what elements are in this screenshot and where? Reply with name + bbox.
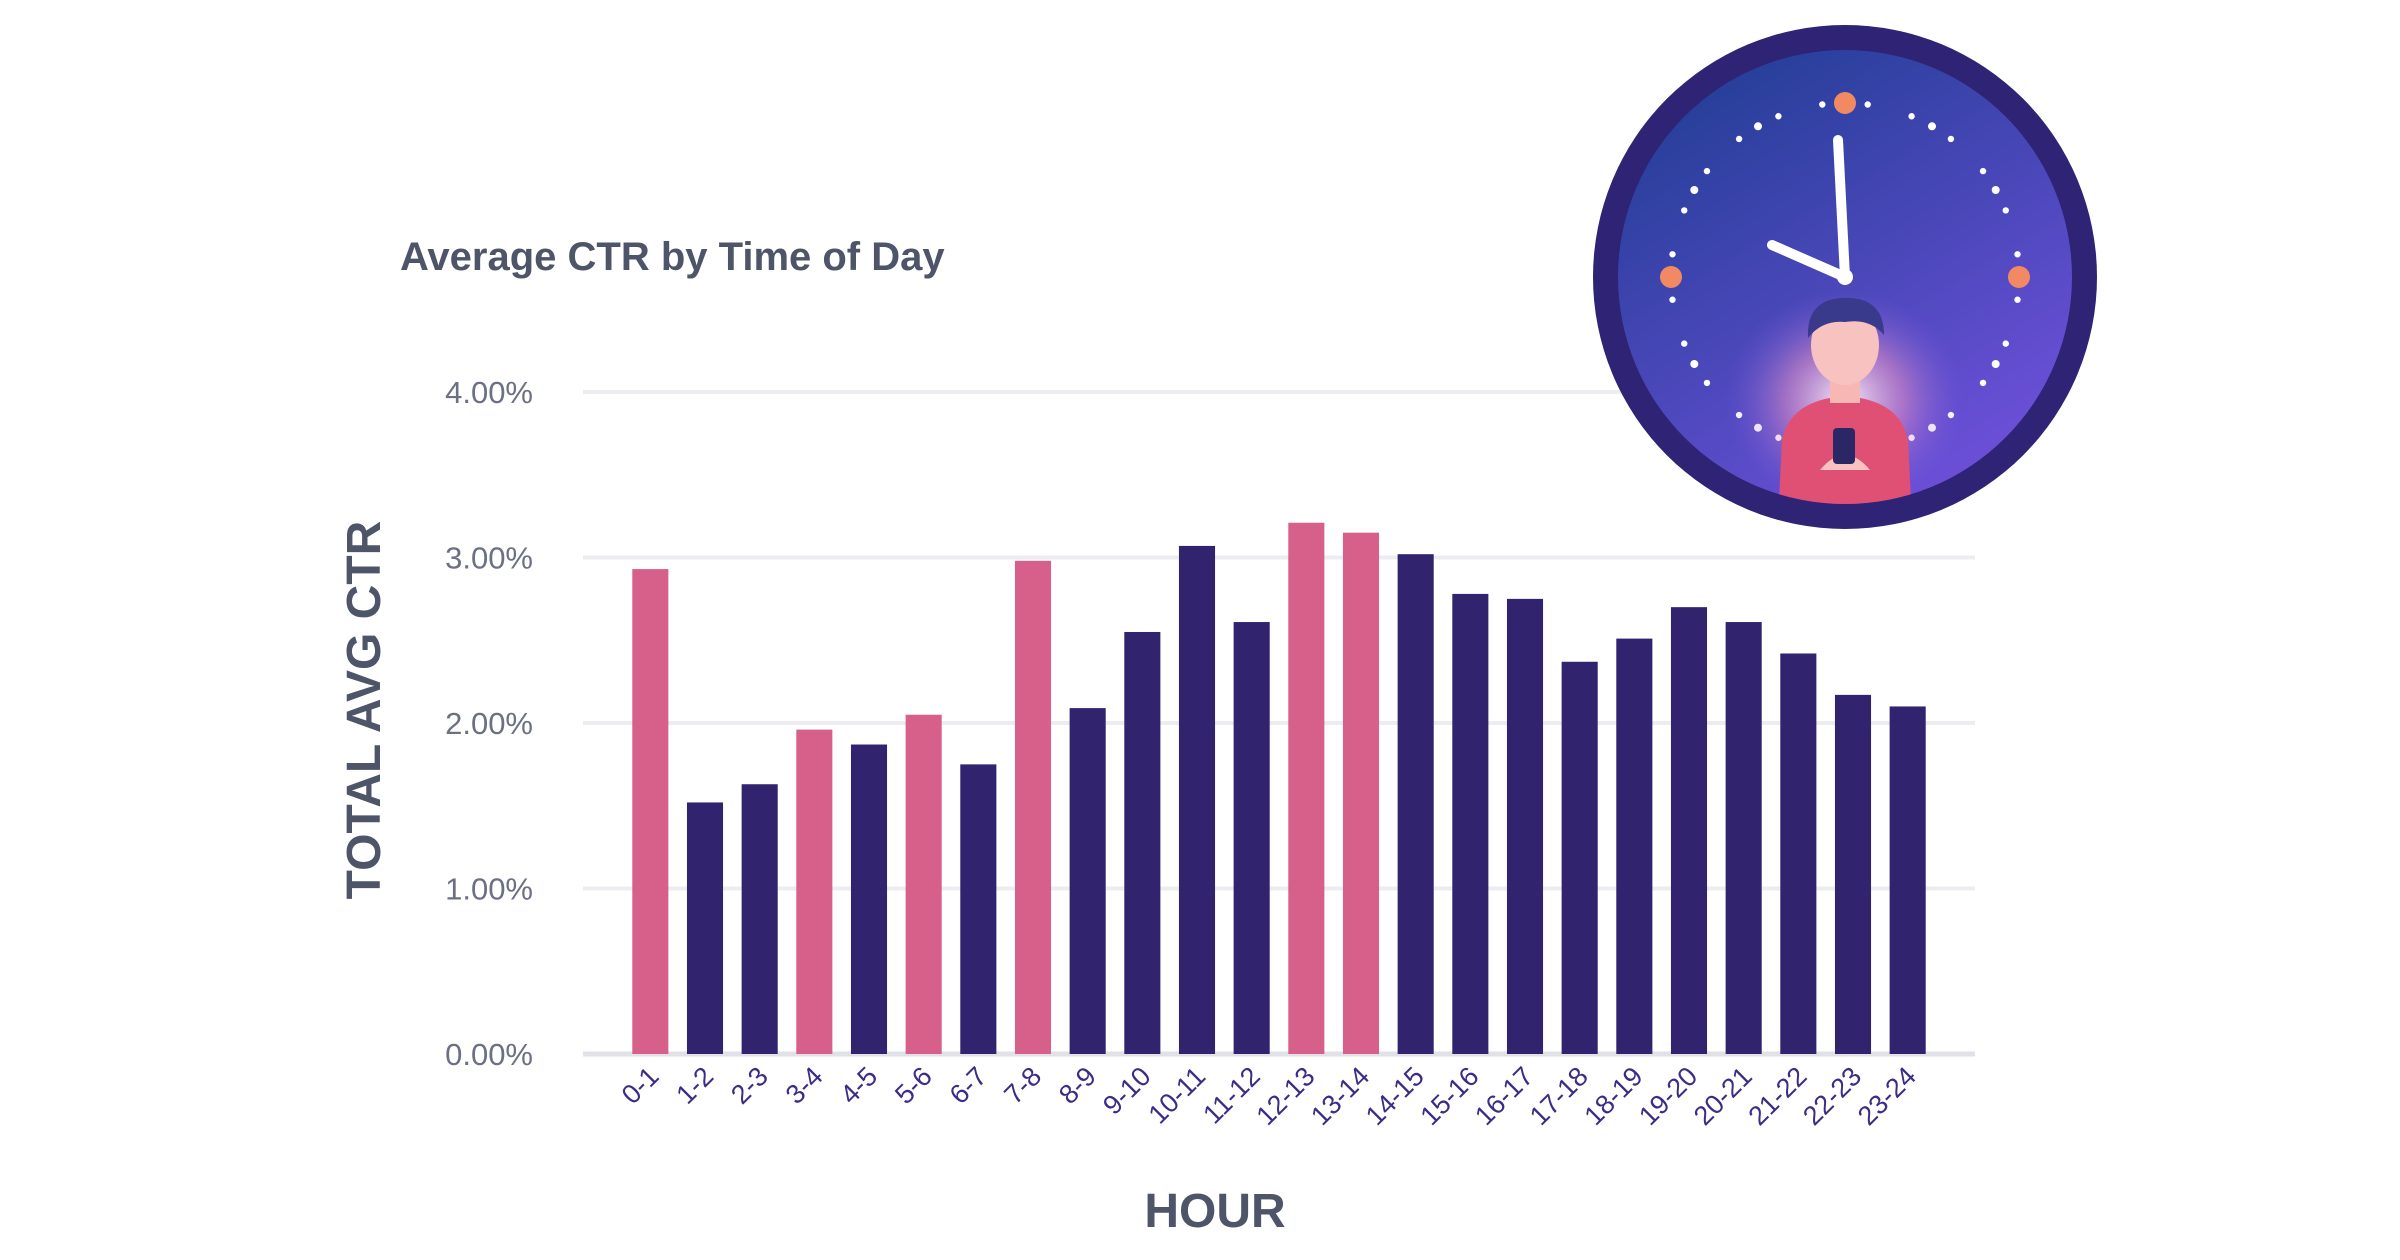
bar-5-6 [905, 714, 942, 1054]
clock-dot [1703, 167, 1711, 175]
x-tick-label: 14-15 [1360, 1061, 1430, 1131]
y-axis-ticks: 0.00% 1.00% 2.00% 3.00% 4.00% [445, 375, 533, 1072]
x-tick-label: 11-12 [1197, 1061, 1266, 1130]
clock-person-phone-icon [1593, 25, 2097, 529]
x-tick-label: 15-16 [1415, 1061, 1485, 1131]
clock-dot [1928, 122, 1936, 131]
x-tick-label: 7-8 [998, 1061, 1047, 1110]
clock-dot [2014, 251, 2021, 258]
clock-dot [1669, 251, 1676, 258]
bar-21-22 [1780, 653, 1817, 1054]
x-tick-label: 8-9 [1053, 1061, 1102, 1110]
x-tick-label: 0-1 [616, 1061, 665, 1110]
clock-dot [1979, 167, 1987, 175]
clock-dot [1681, 340, 1688, 347]
bar-3-4 [796, 729, 833, 1054]
clock-minute-hand [1833, 135, 1850, 282]
y-tick-label: 2.00% [445, 706, 533, 741]
x-tick-label: 1-2 [670, 1061, 719, 1110]
bar-20-21 [1725, 622, 1762, 1054]
clock-dot [1864, 101, 1871, 108]
y-tick-label: 4.00% [445, 375, 533, 410]
y-axis-title: TOTAL AVG CTR [338, 521, 391, 900]
y-tick-label: 0.00% [445, 1037, 533, 1072]
clock-dot [1991, 186, 2000, 194]
y-tick-label: 1.00% [445, 872, 533, 907]
y-tick-label: 3.00% [445, 541, 533, 576]
bar-7-8 [1014, 560, 1052, 1054]
chart-title: Average CTR by Time of Day [400, 235, 945, 279]
x-tick-label: 23-24 [1852, 1061, 1922, 1131]
x-tick-label: 21-22 [1743, 1061, 1813, 1131]
clock-dot [1681, 207, 1688, 214]
person-with-phone [1725, 290, 1965, 504]
clock-hour-hand [1767, 240, 1850, 282]
x-tick-label: 20-21 [1688, 1061, 1758, 1131]
hour-marker-12 [1834, 92, 1856, 114]
hour-marker-3 [2008, 266, 2030, 288]
bar-12-13 [1288, 522, 1325, 1054]
x-axis-ticks: 0-1 1-2 2-3 3-4 4-5 5-6 6-7 7-8 8-99-1010-1111-1… [616, 1061, 1922, 1131]
bar-23-24 [1889, 706, 1926, 1054]
clock-dot [2002, 207, 2009, 214]
bar-16-17 [1506, 598, 1544, 1054]
bar-22-23 [1834, 694, 1872, 1054]
clock-dot [1669, 296, 1676, 303]
bar-9-10 [1124, 631, 1161, 1054]
x-tick-label: 2-3 [725, 1061, 774, 1110]
bar-13-14 [1342, 532, 1380, 1054]
bar-6-7 [960, 764, 997, 1054]
x-tick-label: 22-23 [1797, 1061, 1867, 1131]
x-tick-label: 6-7 [944, 1061, 993, 1110]
x-tick-label: 10-11 [1143, 1061, 1212, 1130]
clock-dot [1979, 379, 1987, 387]
x-tick-label: 16-17 [1469, 1061, 1539, 1131]
bar-14-15 [1397, 554, 1434, 1054]
bar-19-20 [1670, 607, 1708, 1054]
bars [632, 522, 1926, 1054]
clock-dot [1690, 186, 1699, 194]
x-tick-label: 18-19 [1579, 1061, 1649, 1131]
clock-dot [1947, 135, 1955, 143]
bar-15-16 [1452, 593, 1489, 1054]
clock-dot [1690, 360, 1699, 368]
x-axis-title: HOUR [1144, 1185, 1285, 1238]
clock-dot [1735, 135, 1743, 143]
bar-8-9 [1069, 708, 1106, 1054]
clock-dot [1819, 101, 1826, 108]
bar-17-18 [1561, 661, 1598, 1054]
clock-dot [1754, 122, 1762, 131]
x-tick-label: 19-20 [1633, 1061, 1703, 1131]
x-tick-label: 3-4 [780, 1061, 829, 1110]
bar-4-5 [850, 744, 888, 1054]
clock-dot [2002, 340, 2009, 347]
bar-11-12 [1233, 622, 1270, 1054]
bar-0-1 [632, 569, 669, 1054]
x-tick-label: 4-5 [834, 1061, 883, 1110]
x-tick-label: 13-14 [1305, 1061, 1375, 1131]
bar-1-2 [686, 802, 724, 1054]
clock-dot [1908, 113, 1915, 120]
clock-dot [1991, 360, 2000, 368]
x-tick-label: 12-13 [1251, 1061, 1321, 1131]
x-tick-label: 17-18 [1524, 1061, 1594, 1131]
x-tick-label: 5-6 [889, 1061, 938, 1110]
bar-2-3 [741, 784, 778, 1054]
bar-10-11 [1178, 545, 1216, 1054]
hour-marker-9 [1660, 266, 1682, 288]
clock-dot [1775, 113, 1782, 120]
clock-dot [1703, 379, 1711, 387]
bar-18-19 [1616, 638, 1653, 1054]
clock-dot [2014, 296, 2021, 303]
